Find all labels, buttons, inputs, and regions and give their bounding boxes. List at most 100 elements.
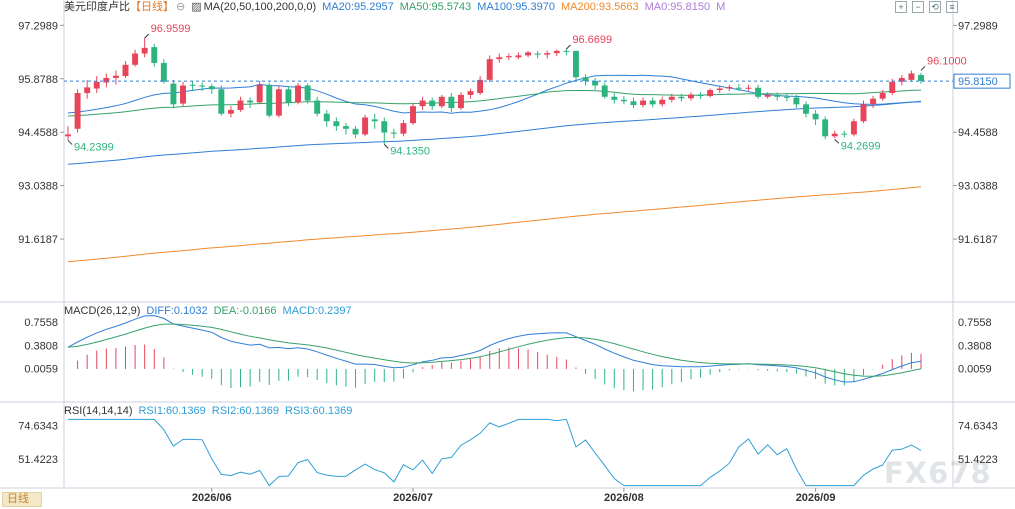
candle-body [362,117,369,135]
time-axis-label: 2026/07 [393,492,433,504]
high-annotation-label: 96.6699 [572,34,612,46]
rsi1-value: RSI1:60.1369 [138,405,206,417]
options-icon[interactable]: ⊖ [176,1,186,13]
candle-body [678,96,685,99]
candle-body [285,89,292,103]
candle-body [237,100,244,110]
candle-body [410,106,417,124]
candle-body [352,128,359,135]
macd-diff: DIFF:0.1032 [146,305,208,317]
macd-tick-label-right: 0.0059 [958,364,992,376]
candle-body [170,83,177,105]
ma100-value: MA100:95.3970 [477,1,555,13]
zoom-in-icon[interactable]: + [895,1,907,13]
candle-body [889,81,896,94]
candle-body [448,96,455,109]
candle-body [275,89,282,116]
candle-body [716,88,723,91]
candle-body [429,100,436,107]
rsi-tick-label-left: 74.6343 [18,421,58,433]
candle-body [381,121,388,133]
candle-body [65,134,71,137]
candle-body [803,104,809,114]
period-label[interactable]: 【日线】 [130,1,174,13]
candle-body [534,53,541,55]
candle-body [812,113,819,120]
candle-body [592,80,599,86]
candle-body [266,84,273,116]
candle-body [342,126,349,129]
candle-body [400,123,407,134]
candle-body [783,96,790,98]
rsi-tick-label-right: 51.4223 [958,454,998,466]
candle-body [601,85,608,97]
candle-body [486,59,493,80]
rsi-title: RSI(14,14,14) [64,405,133,417]
rsi2-value: RSI2:60.1369 [211,405,280,417]
symbol-title: 美元印度卢比 [64,1,130,13]
candle-body [553,50,560,54]
candle-body [112,75,119,78]
candle-body [563,50,570,52]
period-button[interactable]: 日线 [2,492,42,507]
candle-body [860,104,867,122]
m-label[interactable]: M [716,1,726,13]
candle-body [180,85,186,104]
candle-body [74,93,81,129]
price-tick-label-left: 94.4588 [18,127,58,139]
ma20-value: MA20:95.2957 [322,1,394,13]
macd-title: MACD(26,12,9) [64,305,141,317]
rsi-line [68,418,922,487]
candle-body [505,56,512,58]
price-tick-label-right: 93.0388 [958,181,998,193]
candle-body [745,87,752,89]
macd-diff-line [67,315,922,383]
low-marker [834,138,840,144]
low-marker [383,144,389,149]
candle-body [151,47,158,63]
ma-icon: ▨ [191,1,202,13]
ma50-value: MA50:95.5743 [399,1,472,13]
zoom-out-icon[interactable]: − [912,1,924,13]
candle-body [84,87,91,94]
ma-title: MA(20,50,100,200,0,0) [203,1,317,13]
low-annotation-label: 94.1350 [390,145,430,157]
rsi3-value: RSI3:60.1369 [285,405,353,417]
candle-body [477,79,484,94]
candle-body [323,113,330,122]
high-marker [920,66,926,71]
time-axis-label: 2026/06 [192,492,232,504]
ma50-line [67,89,922,117]
candle-body [93,81,100,89]
candle-body [841,133,848,135]
low-annotation-label: 94.2699 [841,140,881,152]
time-axis-label: 2026/09 [796,492,836,504]
candle-body [189,84,196,86]
high-annotation-label: 96.9599 [151,23,191,35]
candle-body [314,100,321,114]
candle-body [122,64,129,77]
candle-body [879,93,886,99]
candle-body [640,100,647,106]
candle-body [572,50,579,78]
candle-body [850,121,857,135]
candle-body [668,96,675,100]
reset-icon[interactable]: ⟲ [929,1,941,13]
low-marker [67,140,73,145]
candle-body [247,100,254,103]
candle-body [831,133,838,137]
macd-dea-line [67,323,922,377]
macd-tick-label-left: 0.7558 [24,317,58,329]
candle-body [688,94,694,99]
macd-header: MACD(26,12,9) DIFF:0.1032 DEA:-0.0166 MACD:… [64,305,358,318]
macd-tick-label-right: 0.7558 [958,317,992,329]
candle-body [256,84,263,103]
settings-icon[interactable]: ≡ [946,1,958,13]
price-tick-label-left: 91.6187 [18,234,58,246]
candle-body [390,132,397,134]
candle-body [496,57,503,60]
candle-body [764,94,771,97]
candle-body [103,77,110,83]
price-tick-label-left: 95.8788 [18,74,58,86]
